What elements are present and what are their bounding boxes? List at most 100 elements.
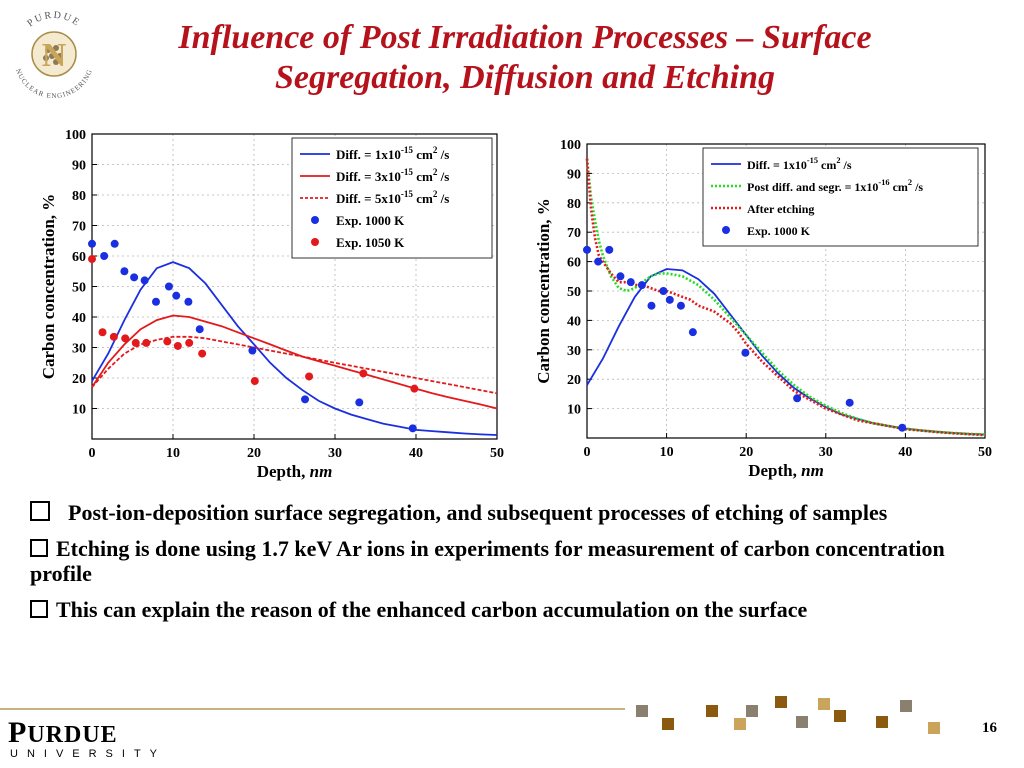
y-tick-label: 50 [567, 285, 581, 300]
data-point [305, 372, 314, 381]
decorative-square [775, 696, 787, 708]
data-point [250, 377, 259, 386]
legend-swatch [311, 238, 319, 246]
legend-entry: Diff. = 3x10-15 cm2 /s [336, 167, 449, 184]
data-point [142, 338, 151, 347]
checkbox-bullet-icon [30, 539, 48, 557]
data-point [665, 295, 674, 304]
data-point [845, 398, 854, 407]
chart-left: 0 10 20 30 40 50 10 20 30 40 50 60 70 80 90 100 Depth, n… [39, 128, 504, 481]
bullet-item: Post-ion-deposition surface segregation,… [30, 500, 990, 525]
decorative-square [928, 722, 940, 734]
data-point [121, 334, 130, 343]
legend-entry: Diff. = 1x10-15 cm2 /s [336, 145, 449, 162]
y-tick-label: 40 [567, 314, 581, 329]
decorative-square [900, 700, 912, 712]
x-tick-label: 20 [247, 446, 261, 461]
y-tick-label: 100 [560, 138, 581, 153]
y-tick-label: 80 [72, 189, 86, 204]
data-point [140, 276, 149, 285]
decorative-square [746, 705, 758, 717]
data-point [163, 337, 172, 346]
page-number: 16 [982, 720, 997, 736]
x-tick-label: 50 [978, 445, 992, 460]
y-tick-label: 60 [567, 256, 581, 271]
data-point [626, 278, 635, 287]
x-tick-label: 30 [819, 445, 833, 460]
data-point [131, 338, 140, 347]
data-point [676, 301, 685, 310]
legend-entry: Exp. 1050 K [336, 235, 405, 250]
bullet-item: This can explain the reason of the enhan… [30, 597, 990, 622]
data-point [109, 332, 118, 341]
y-tick-label: 50 [72, 281, 86, 296]
data-point [248, 346, 257, 355]
svg-text:N: N [42, 37, 67, 74]
bullet-text: Etching is done using 1.7 keV Ar ions in… [30, 536, 945, 586]
footer-divider [0, 708, 625, 710]
data-point [605, 245, 614, 254]
legend-entry: Diff. = 1x10-15 cm2 /s [747, 156, 852, 172]
y-tick-label: 10 [72, 403, 86, 418]
data-point [164, 282, 173, 291]
x-tick-label: 30 [328, 446, 342, 461]
y-tick-label: 70 [567, 226, 581, 241]
series-line-1 [91, 314, 498, 410]
x-axis-label: Depth, nm [748, 461, 824, 480]
svg-text:PURDUE: PURDUE [25, 10, 82, 30]
decorative-square [636, 705, 648, 717]
legend-entry: Exp. 1000 K [747, 224, 811, 238]
bullet-list: Post-ion-deposition surface segregation,… [30, 500, 990, 633]
series-line-0 [586, 268, 986, 436]
purdue-wordmark: PURDUE [8, 716, 118, 749]
bullet-item: Etching is done using 1.7 keV Ar ions in… [30, 536, 990, 586]
x-tick-label: 0 [584, 445, 591, 460]
data-point [173, 341, 182, 350]
data-point [151, 297, 160, 306]
data-point [98, 328, 107, 337]
y-tick-label: 10 [567, 403, 581, 418]
y-tick-label: 30 [72, 342, 86, 357]
university-wordmark: UNIVERSITY [10, 748, 167, 760]
data-point [637, 281, 646, 290]
series-line-2 [585, 158, 986, 437]
data-point [583, 245, 591, 254]
x-tick-label: 40 [898, 445, 912, 460]
x-tick-label: 0 [89, 446, 96, 461]
y-axis-label: Carbon concentration, % [534, 198, 553, 384]
legend-swatch [722, 226, 730, 234]
data-point [198, 349, 207, 358]
y-tick-label: 40 [72, 311, 86, 326]
legend-box [702, 147, 979, 247]
data-point [110, 239, 119, 248]
x-tick-label: 50 [490, 446, 504, 461]
data-point [408, 424, 417, 433]
decorative-square [876, 716, 888, 728]
data-point [793, 394, 802, 403]
data-point [184, 297, 193, 306]
data-point [898, 423, 907, 432]
checkbox-bullet-icon [30, 600, 48, 618]
decorative-square [796, 716, 808, 728]
y-tick-label: 70 [72, 220, 86, 235]
y-tick-label: 60 [72, 250, 86, 265]
data-point [185, 338, 194, 347]
bullet-text: Post-ion-deposition surface segregation,… [68, 500, 888, 525]
x-tick-label: 20 [739, 445, 753, 460]
x-tick-label: 40 [409, 446, 423, 461]
decorative-square [662, 718, 674, 730]
y-tick-label: 80 [567, 197, 581, 212]
bullet-text: This can explain the reason of the enhan… [56, 597, 808, 622]
data-point [88, 255, 96, 264]
legend-swatch [311, 216, 319, 224]
y-axis-label: Carbon concentration, % [39, 194, 58, 380]
y-tick-label: 20 [567, 373, 581, 388]
y-tick-label: 100 [65, 128, 86, 143]
data-point [688, 328, 697, 337]
x-tick-label: 10 [166, 446, 180, 461]
x-axis-label: Depth, nm [257, 462, 333, 481]
decorative-square [706, 705, 718, 717]
data-point [88, 239, 96, 248]
legend-entry: Exp. 1000 K [336, 213, 405, 228]
slide-title: Influence of Post Irradiation Processes … [178, 19, 872, 96]
